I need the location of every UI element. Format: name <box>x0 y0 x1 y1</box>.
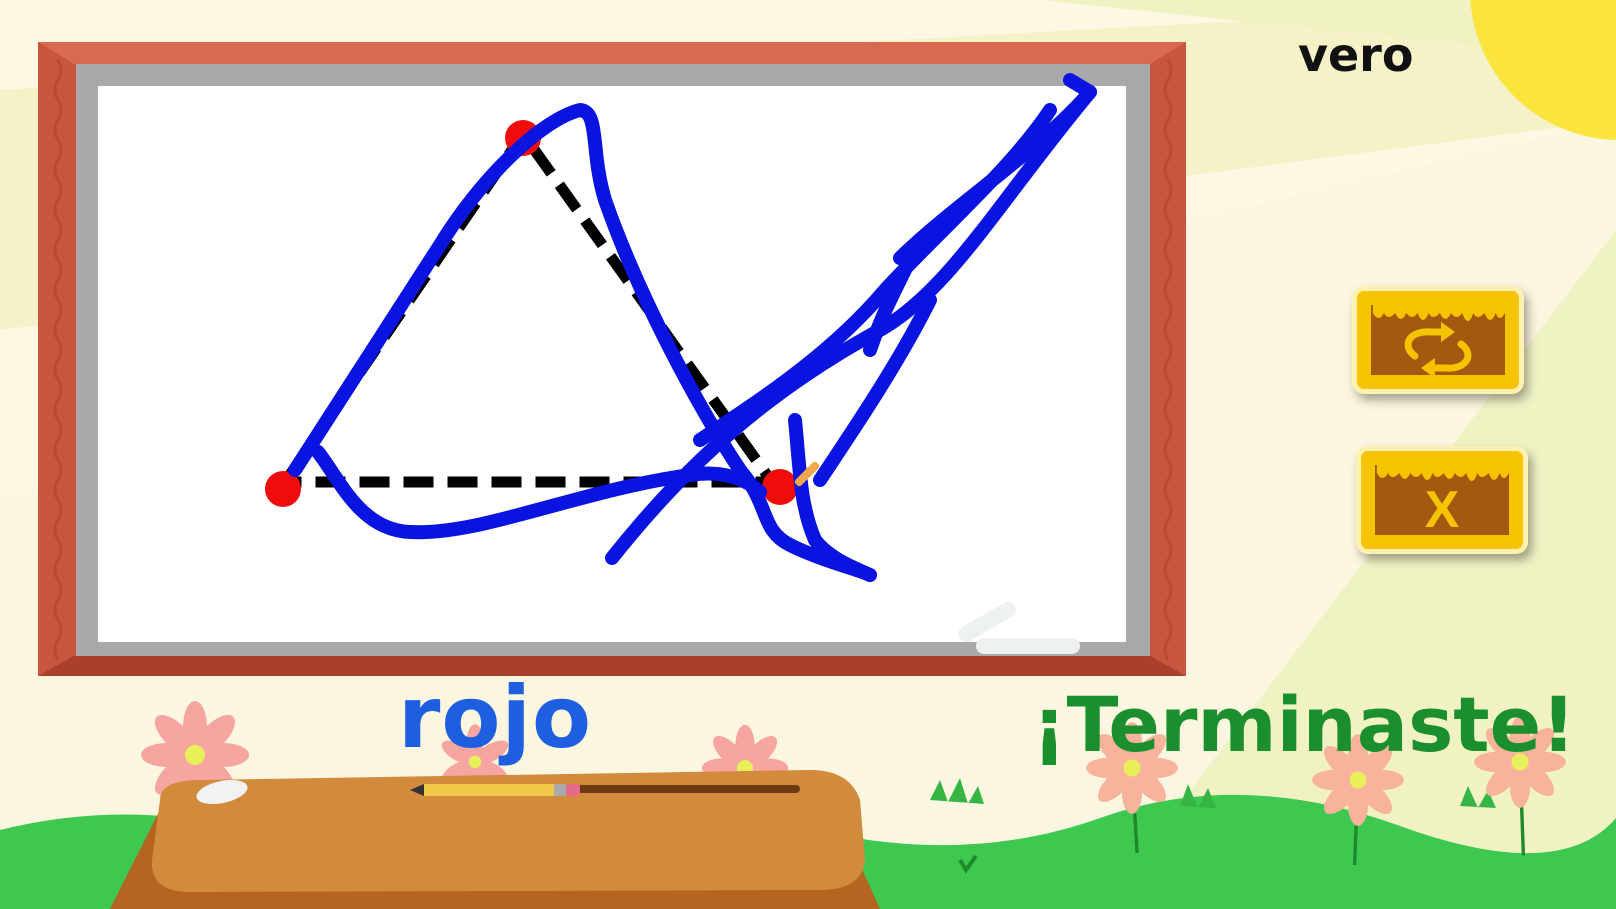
restart-arrows-icon <box>1371 315 1505 375</box>
restart-button-face <box>1371 305 1505 375</box>
close-button[interactable]: X <box>1356 446 1528 554</box>
whiteboard <box>38 42 1186 676</box>
vertex-dot-right <box>762 469 798 505</box>
player-name: vero <box>1298 28 1413 82</box>
completion-message: ¡Terminaste! <box>1032 680 1576 769</box>
color-word: rojo <box>398 668 592 768</box>
close-icon: X <box>1375 475 1509 535</box>
close-button-face: X <box>1375 465 1509 535</box>
close-glyph: X <box>1425 480 1460 535</box>
restart-button[interactable] <box>1352 286 1524 394</box>
